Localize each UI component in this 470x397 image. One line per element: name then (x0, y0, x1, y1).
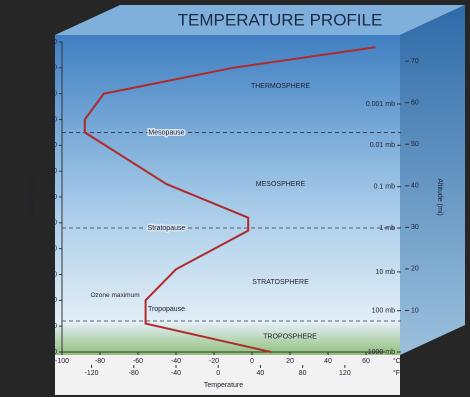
y-tick-label: 100 (45, 91, 57, 98)
y-tick-label: 70 (49, 168, 57, 175)
boundary-label: Stratopause (148, 225, 186, 232)
pressure-label: 0.001 mb (366, 101, 395, 108)
annotation: Ozone maximum (91, 292, 140, 299)
x-tick-label: 0 (250, 358, 254, 365)
pressure-label: 100 mb (372, 308, 395, 315)
x2-tick-label: 120 (339, 370, 351, 377)
x-unit: °C (393, 357, 401, 365)
x-tick-label: -60 (133, 358, 143, 365)
x-tick-label: 40 (324, 358, 332, 365)
x2-tick-label: -40 (171, 370, 181, 377)
layer-label: MESOSPHERE (256, 181, 306, 188)
layer-label: STRATOSPHERE (252, 279, 309, 286)
box-front (55, 35, 400, 355)
y-tick-label: 90 (49, 116, 57, 123)
y2-tick-label: 20 (411, 266, 419, 273)
pressure-label: 10 mb (376, 269, 396, 276)
y-tick-label: 120 (45, 39, 57, 46)
layer-label: TROPOSPHERE (263, 333, 317, 340)
y-tick-label: 0 (53, 349, 57, 356)
y-tick-label: 50 (49, 220, 57, 227)
pressure-label: 0.01 mb (370, 142, 395, 149)
y2-tick-label: 60 (411, 100, 419, 107)
y2-tick-label: 30 (411, 224, 419, 231)
boundary-label: Tropopause (148, 306, 185, 313)
y-tick-label: 110 (46, 65, 57, 72)
pressure-label: 1000 mb (368, 349, 395, 356)
y-tick-label: 20 (49, 297, 57, 304)
y-tick-label: 80 (49, 142, 57, 149)
boundary-label: Mesopause (148, 129, 184, 136)
x-tick-label: 60 (362, 358, 370, 365)
y2-tick-label: 40 (411, 183, 419, 190)
chart-title: TEMPERATURE PROFILE (178, 10, 383, 29)
x-tick-label: -40 (171, 358, 181, 365)
x2-tick-label: 80 (299, 370, 307, 377)
layer-label: THERMOSPHERE (251, 83, 310, 90)
x-tick-label: 20 (286, 358, 294, 365)
y-tick-label: 40 (49, 246, 57, 253)
y-tick-label: 30 (49, 271, 57, 278)
x-tick-label: -100 (55, 358, 69, 365)
x-axis-title: Temperature (204, 382, 243, 389)
x2-tick-label: -120 (85, 370, 99, 377)
x2-tick-label: 0 (216, 370, 220, 377)
box-side (400, 5, 465, 355)
x-tick-label: -80 (95, 358, 105, 365)
y2-tick-label: 10 (411, 307, 419, 314)
x-tick-label: -20 (209, 358, 219, 365)
y2-axis-title: Altitude (mi) (436, 178, 443, 215)
chart: TEMPERATURE PROFILE 0 10 20 30 40 50 60 70 80 90 1… (0, 0, 470, 397)
x2-tick-label: 40 (257, 370, 265, 377)
x2-unit: °F (393, 369, 400, 377)
y-axis-title: Altitude (km) (29, 177, 36, 216)
y-tick-label: 10 (49, 323, 57, 330)
x2-tick-label: -80 (129, 370, 139, 377)
y2-tick-label: 70 (411, 58, 419, 65)
pressure-label: 0.1 mb (374, 184, 396, 191)
y2-tick-label: 50 (411, 141, 419, 148)
y-tick-label: 60 (49, 194, 57, 201)
